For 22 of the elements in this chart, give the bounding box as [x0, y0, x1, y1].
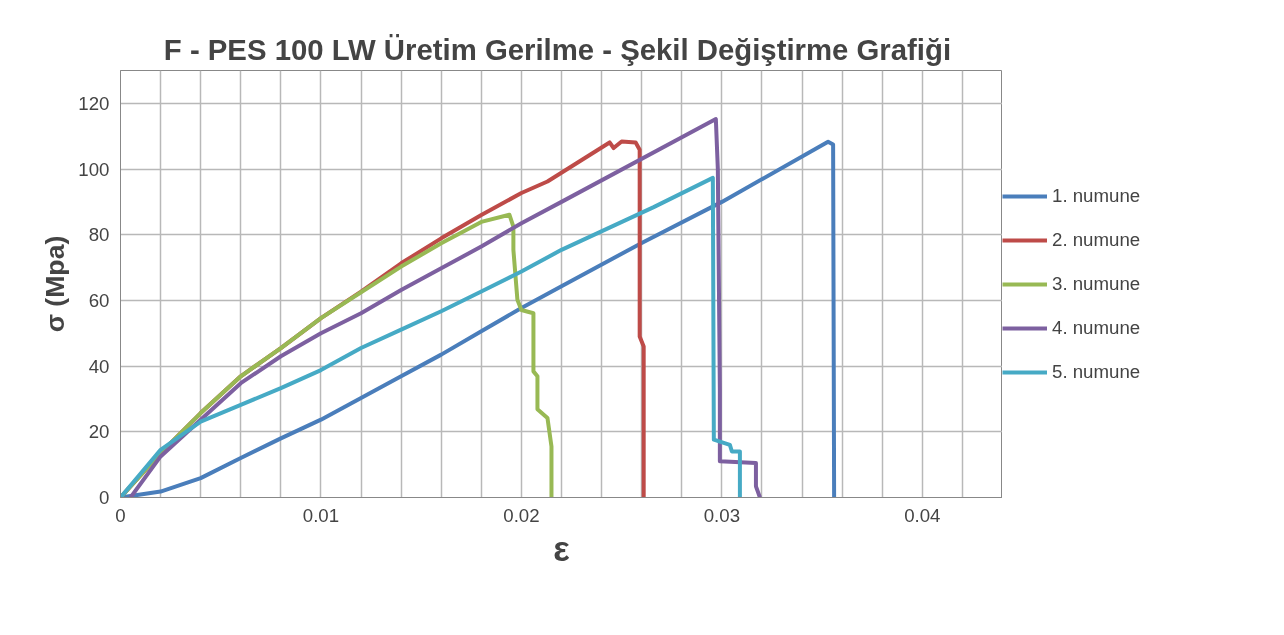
- y-axis-title: σ (Mpa): [40, 235, 71, 333]
- y-tick-label: 20: [88, 421, 110, 443]
- chart-title: F - PES 100 LW Üretim Gerilme - Şekil Değiştirme Grafiği: [163, 32, 952, 66]
- y-tick-label: 120: [78, 92, 110, 114]
- y-tick-label: 40: [88, 355, 110, 377]
- y-tick-label: 60: [88, 289, 110, 311]
- x-tick-label: 0.04: [904, 504, 941, 526]
- x-tick-label: 0.02: [503, 504, 540, 526]
- legend-label: 2. numune: [1052, 228, 1141, 251]
- y-tick-label: 100: [78, 158, 110, 180]
- legend-label: 3. numune: [1052, 272, 1141, 295]
- line-series: [120, 175, 742, 498]
- x-tick-label: 0.03: [703, 504, 741, 526]
- line-series: [128, 117, 762, 498]
- legend-label: 5. numune: [1052, 360, 1141, 383]
- x-tick-label: 0.01: [302, 504, 340, 526]
- x-tick-label: 0: [115, 504, 126, 526]
- x-axis-title: ε: [553, 529, 570, 568]
- legend-label: 4. numune: [1052, 316, 1141, 339]
- legend-label: 1. numune: [1052, 184, 1141, 207]
- y-tick-label: 80: [88, 224, 110, 246]
- y-tick-label: 0: [99, 487, 110, 508]
